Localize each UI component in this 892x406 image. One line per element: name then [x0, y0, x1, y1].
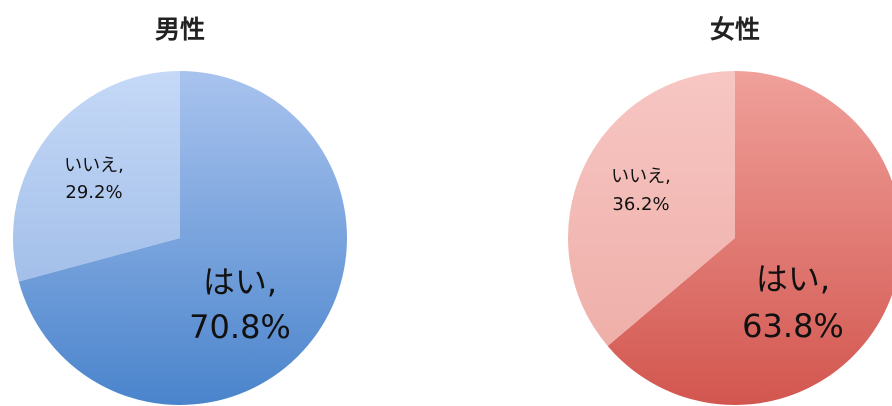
slice-label-female-yes: はい, 63.8%: [742, 260, 844, 345]
slice-value-female-no: 36.2%: [612, 194, 669, 215]
pie-slices-male: [12, 71, 347, 405]
slice-name-female-no: いいえ: [611, 166, 665, 187]
pie-chart-male: 男性 いいえ, 29.2% はい, 70.8%: [12, 15, 347, 405]
pie-slice-female-yes: [607, 71, 892, 405]
slice-name-male-no: いいえ: [64, 155, 118, 176]
svg-text:はい,: はい,: [203, 263, 277, 301]
pie-slice-male-no: [12, 71, 180, 282]
slice-label-male-no: いいえ, 29.2%: [64, 155, 124, 203]
slice-name-male-yes: はい: [203, 263, 267, 301]
slice-name-female-yes: はい: [756, 260, 820, 298]
slice-label-male-yes: はい, 70.8%: [189, 263, 291, 346]
pie-chart-female: 女性 いいえ, 36.2% はい, 63.8%: [568, 15, 892, 405]
slice-value-male-yes: 70.8%: [189, 308, 291, 346]
svg-text:はい,: はい,: [756, 260, 830, 298]
pie-slice-male-yes: [18, 71, 347, 405]
pie-slice-female-no: [568, 71, 735, 347]
pie-slices-female: [568, 71, 892, 405]
slice-value-female-yes: 63.8%: [742, 307, 844, 345]
slice-value-male-no: 29.2%: [65, 182, 122, 203]
slice-label-female-no: いいえ, 36.2%: [611, 166, 671, 215]
chart-title-female: 女性: [710, 15, 760, 44]
svg-text:いいえ,: いいえ,: [64, 155, 124, 176]
svg-text:いいえ,: いいえ,: [611, 166, 671, 187]
chart-title-male: 男性: [155, 15, 205, 44]
